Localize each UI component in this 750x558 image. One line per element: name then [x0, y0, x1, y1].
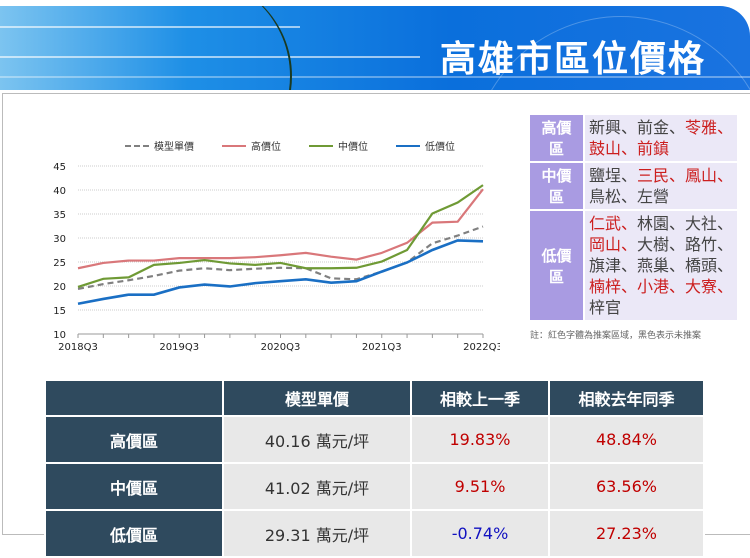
region-districts: 新興、前金、苓雅、鼓山、前鎮 [583, 115, 737, 163]
district: 林園、 [636, 214, 685, 233]
district: 楠梓、 [588, 277, 637, 296]
row-label: 高價區 [44, 415, 224, 464]
district: 旗津、 [588, 256, 637, 275]
district: 三民、 [636, 166, 685, 185]
yoy-cell: 48.84% [548, 415, 705, 464]
y-tick-label: 45 [53, 162, 66, 173]
district: 鳥松、 [588, 187, 637, 206]
legend-swatch [396, 144, 420, 147]
legend-item: 低價位 [396, 138, 455, 153]
y-tick-label: 40 [53, 186, 66, 197]
x-tick-label: 2021Q3 [362, 342, 402, 353]
y-tick-label: 35 [53, 210, 66, 221]
region-table: 高價區 新興、前金、苓雅、鼓山、前鎮中價區 鹽埕、三民、鳳山、鳥松、左營低價區 仁武、… [530, 115, 737, 322]
legend-label: 低價位 [425, 142, 455, 153]
chart-legend: 模型單價 高價位 中價位 低價位 [125, 138, 455, 153]
district: 前鎮 [636, 139, 669, 158]
district: 前金、 [636, 118, 685, 137]
y-tick-label: 25 [53, 258, 66, 269]
district: 苓雅、 [684, 118, 733, 137]
district: 仁武、 [588, 214, 637, 233]
legend-swatch [125, 144, 149, 147]
district: 鼓山、 [588, 139, 637, 158]
price-cell: 40.16 萬元/坪 [222, 415, 412, 464]
y-tick-label: 10 [53, 330, 66, 341]
y-tick-label: 20 [53, 282, 66, 293]
x-tick-label: 2018Q3 [58, 342, 98, 353]
region-note: 註：紅色字體為推案區域，黑色表示未推案 [530, 331, 702, 341]
region-label: 低價區 [530, 210, 585, 322]
legend-item: 中價位 [309, 138, 368, 153]
table-row: 低價區 29.31 萬元/坪 -0.74% 27.23% [44, 509, 705, 558]
district: 新興、 [588, 118, 637, 137]
district: 大樹、 [636, 235, 685, 254]
stats-header-qoq: 相較上一季 [410, 379, 550, 417]
region-districts: 仁武、林園、大社、岡山、大樹、路竹、旗津、燕巢、橋頭、楠梓、小港、大寮、梓官 [583, 210, 737, 322]
region-row: 低價區 仁武、林園、大社、岡山、大樹、路竹、旗津、燕巢、橋頭、楠梓、小港、大寮、梓… [530, 210, 737, 322]
legend-item: 高價位 [222, 138, 281, 153]
page-title: 高雄市區位價格 [439, 39, 706, 80]
x-tick-label: 2020Q3 [261, 342, 301, 353]
header-banner: 高雄市區位價格 [0, 6, 750, 90]
row-label: 低價區 [44, 509, 224, 558]
district: 大寮、 [684, 277, 733, 296]
region-label: 高價區 [530, 115, 585, 163]
district: 燕巢、 [636, 256, 685, 275]
price-stats-table: 模型單價 相較上一季 相較去年同季 高價區 40.16 萬元/坪 19.83% 48.… [44, 379, 705, 558]
yoy-cell: 27.23% [548, 509, 705, 558]
region-label: 中價區 [530, 162, 585, 211]
district: 岡山、 [588, 235, 637, 254]
district: 路竹、 [684, 235, 733, 254]
stats-header-yoy: 相較去年同季 [548, 379, 705, 417]
stats-header-price: 模型單價 [222, 379, 412, 417]
yoy-cell: 63.56% [548, 462, 705, 511]
legend-swatch [222, 144, 246, 147]
region-panel: 高價區 新興、前金、苓雅、鼓山、前鎮中價區 鹽埕、三民、鳳山、鳥松、左營低價區 仁武、… [530, 115, 745, 341]
series-line-中價位 [77, 184, 484, 289]
legend-swatch [309, 144, 333, 147]
x-tick-label: 2019Q3 [159, 342, 199, 353]
y-tick-label: 30 [53, 234, 66, 245]
region-row: 高價區 新興、前金、苓雅、鼓山、前鎮 [530, 115, 737, 163]
qoq-cell: -0.74% [410, 509, 550, 558]
region-districts: 鹽埕、三民、鳳山、鳥松、左營 [583, 162, 737, 211]
qoq-cell: 19.83% [410, 415, 550, 464]
table-row: 中價區 41.02 萬元/坪 9.51% 63.56% [44, 462, 705, 511]
table-row: 高價區 40.16 萬元/坪 19.83% 48.84% [44, 415, 705, 464]
row-label: 中價區 [44, 462, 224, 511]
line-chart: 10 15 20 25 30 35 40 45 2018Q3 2019Q3 2020Q3 2021Q3… [53, 162, 500, 353]
series-line-模型單價 [77, 225, 484, 290]
region-row: 中價區 鹽埕、三民、鳳山、鳥松、左營 [530, 162, 737, 211]
district: 鳳山、 [684, 166, 733, 185]
stats-header-blank [44, 379, 224, 417]
qoq-cell: 9.51% [410, 462, 550, 511]
price-cell: 41.02 萬元/坪 [222, 462, 412, 511]
district: 小港、 [636, 277, 685, 296]
price-cell: 29.31 萬元/坪 [222, 509, 412, 558]
legend-label: 中價位 [338, 142, 368, 153]
district: 左營 [636, 187, 669, 206]
legend-label: 高價位 [251, 142, 281, 153]
legend-label: 模型單價 [154, 142, 194, 153]
y-tick-label: 15 [53, 306, 66, 317]
district: 梓官 [588, 298, 621, 317]
legend-item: 模型單價 [125, 138, 194, 153]
series-line-低價位 [77, 239, 484, 306]
x-tick-label: 2022Q3 [463, 342, 500, 353]
district: 大社、 [684, 214, 733, 233]
district: 橋頭、 [684, 256, 733, 275]
district: 鹽埕、 [588, 166, 637, 185]
